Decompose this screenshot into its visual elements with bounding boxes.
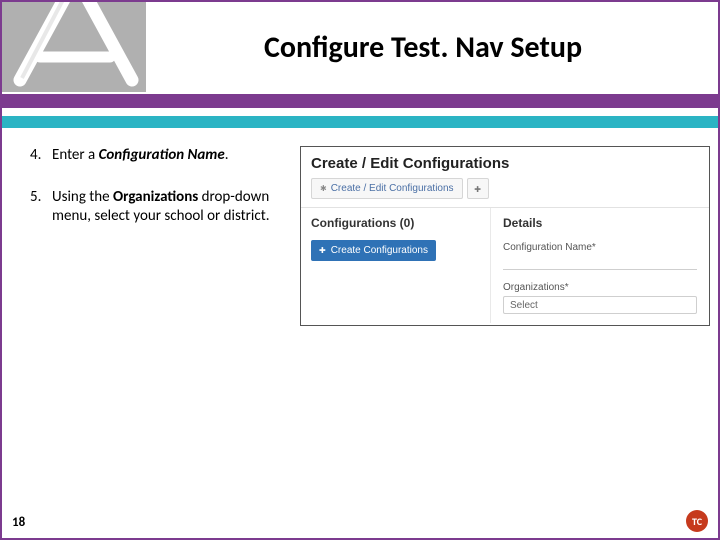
panel-title: Create / Edit Configurations — [301, 147, 709, 178]
divider-purple — [0, 94, 720, 108]
configurations-heading: Configurations (0) — [311, 216, 480, 230]
config-name-input[interactable] — [503, 256, 697, 270]
content-area: 4. Enter a Configuration Name. 5. Using … — [0, 128, 720, 326]
divider-teal — [0, 116, 720, 128]
instruction-text: Enter a Configuration Name. — [52, 146, 288, 166]
tab-create-edit[interactable]: Create / Edit Configurations — [311, 178, 463, 199]
details-heading: Details — [503, 216, 697, 230]
divider-gap — [0, 108, 720, 116]
create-configurations-button[interactable]: Create Configurations — [311, 240, 436, 261]
page-title: Configure Test. Nav Setup — [146, 29, 720, 66]
organizations-label: Organizations* — [503, 282, 697, 293]
tab-label: Create / Edit Configurations — [331, 183, 454, 194]
panel-left: Configurations (0) Create Configurations — [301, 208, 491, 323]
instruction-item: 4. Enter a Configuration Name. — [30, 146, 288, 166]
tab-bar: Create / Edit Configurations — [301, 178, 709, 207]
instruction-number: 5. — [30, 188, 52, 227]
panel-right: Details Configuration Name* Organization… — [491, 208, 709, 323]
config-name-label: Configuration Name* — [503, 242, 697, 253]
panel-body: Configurations (0) Create Configurations… — [301, 207, 709, 323]
config-panel: Create / Edit Configurations Create / Ed… — [300, 146, 710, 326]
gear-icon — [320, 183, 327, 194]
create-button-label: Create Configurations — [331, 245, 428, 256]
select-placeholder: Select — [510, 300, 538, 311]
instruction-text: Using the Organizations drop-down menu, … — [52, 188, 288, 227]
logo-mark-icon — [0, 2, 146, 92]
logo — [0, 2, 146, 92]
add-tab-button[interactable] — [467, 178, 489, 199]
tc-badge: TC — [686, 510, 708, 532]
organizations-select[interactable]: Select — [503, 296, 697, 314]
plus-icon — [474, 183, 481, 195]
instruction-number: 4. — [30, 146, 52, 166]
plus-icon — [319, 245, 326, 256]
instruction-item: 5. Using the Organizations drop-down men… — [30, 188, 288, 227]
slide-header: Configure Test. Nav Setup — [0, 0, 720, 94]
instruction-list: 4. Enter a Configuration Name. 5. Using … — [30, 146, 288, 326]
page-number: 18 — [12, 515, 25, 530]
